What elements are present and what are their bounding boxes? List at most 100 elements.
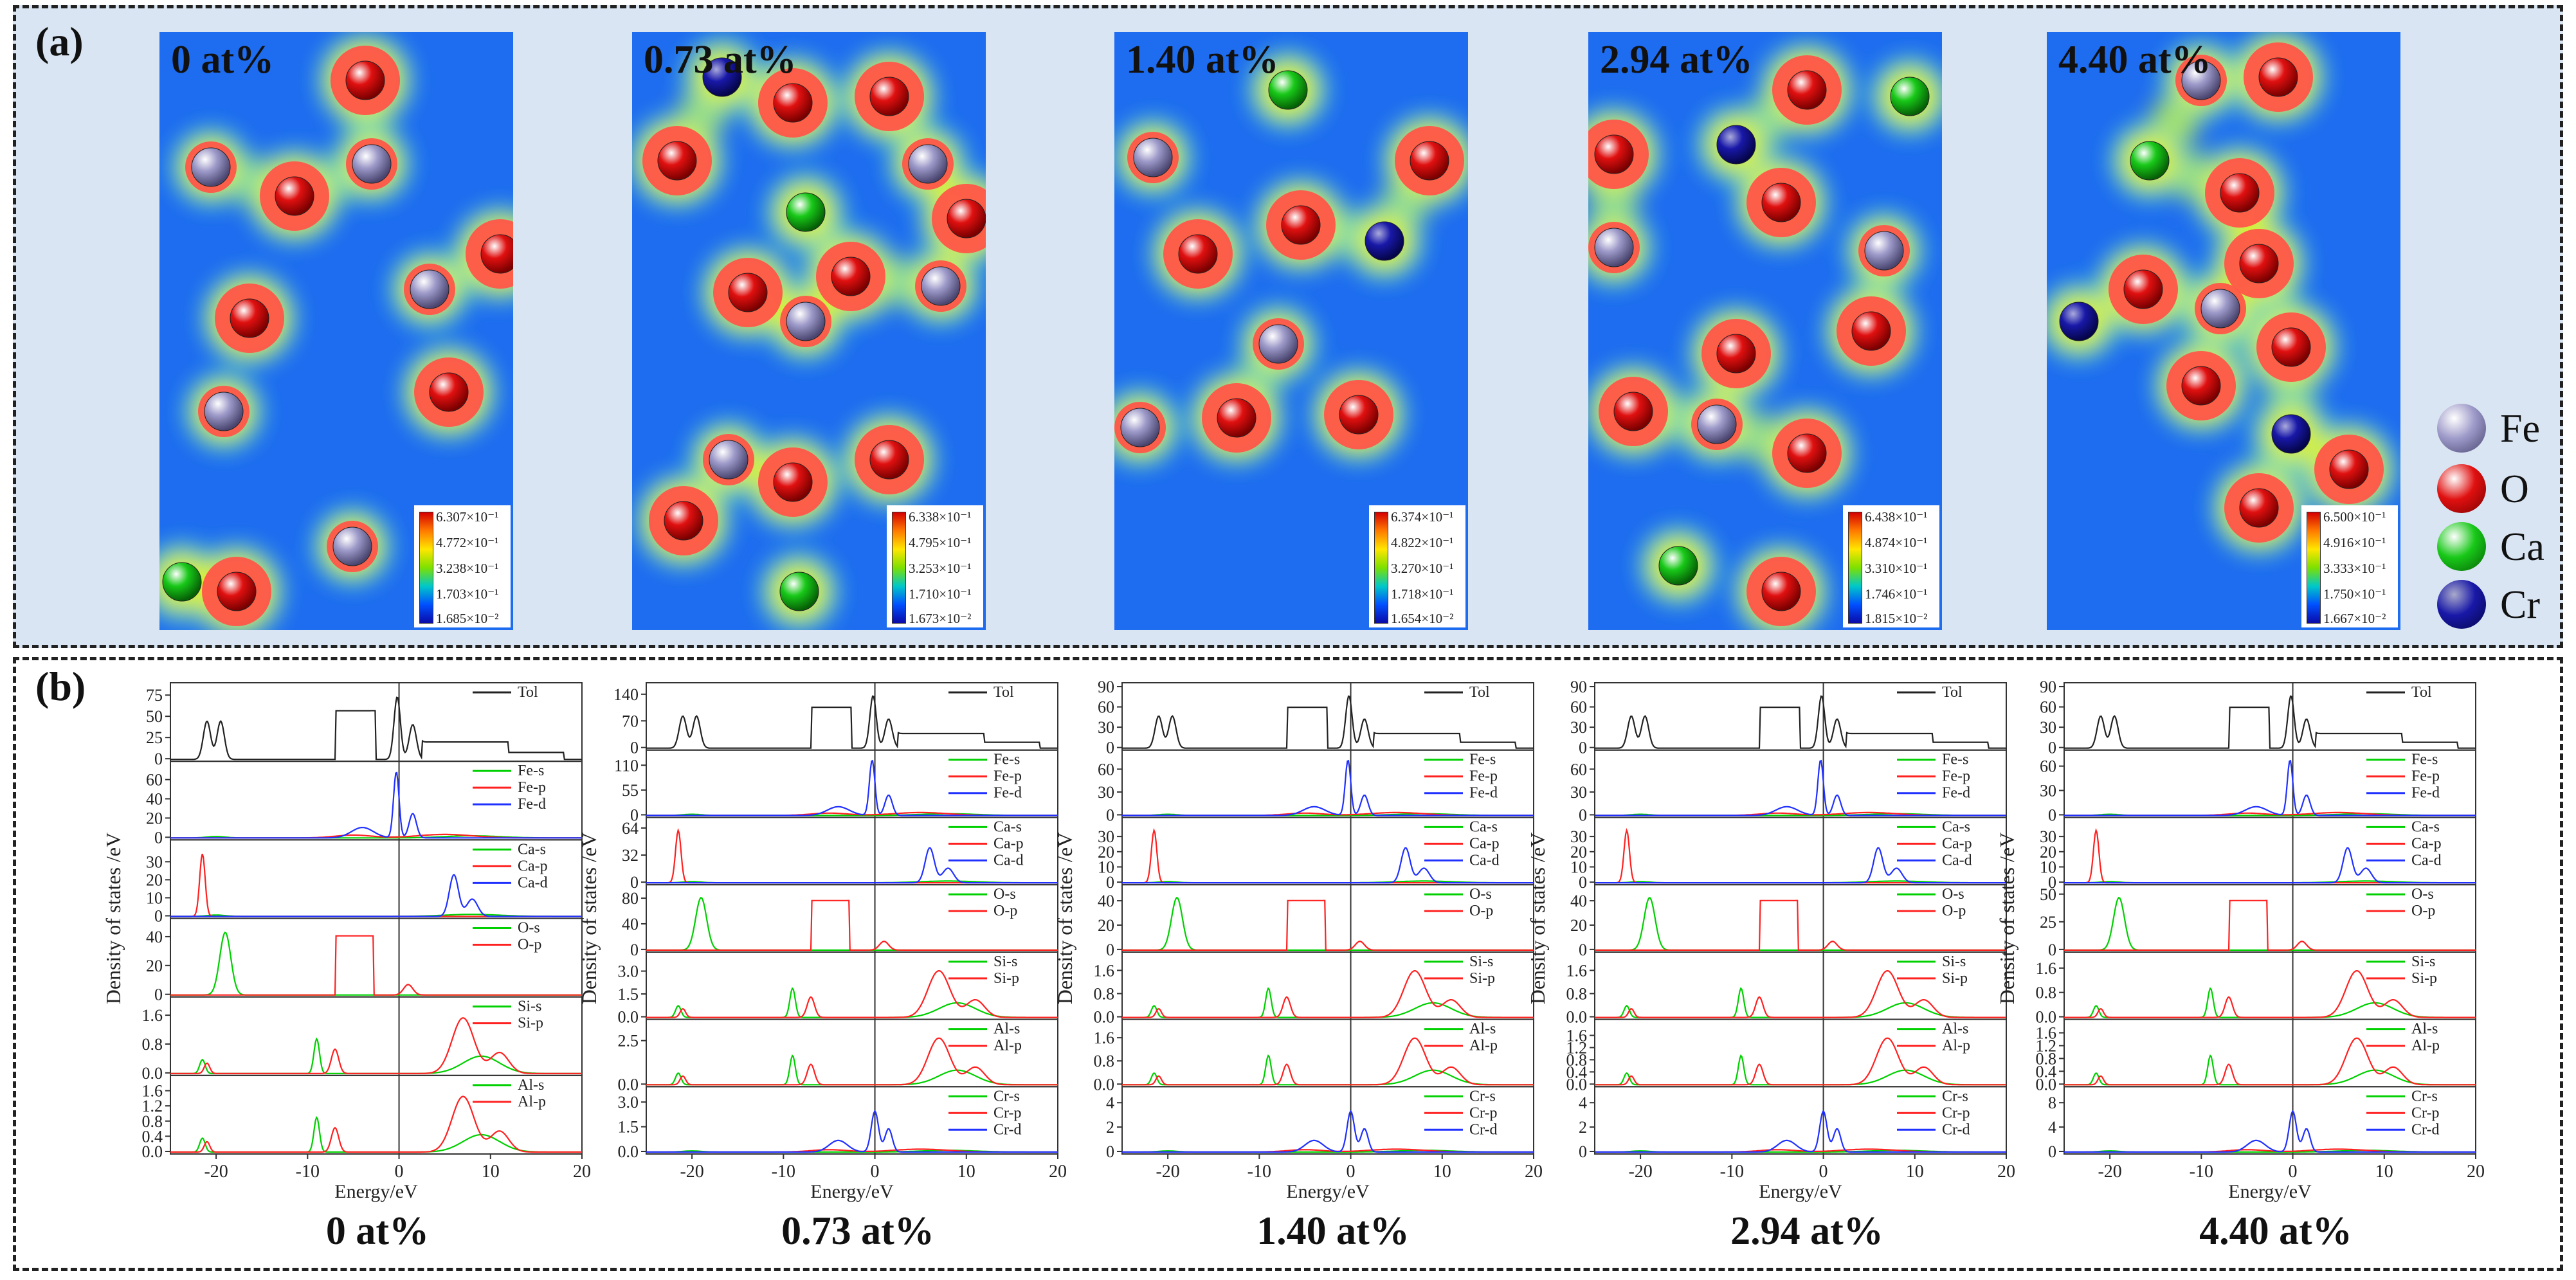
dos-subplot: 0.0 0.8 1.6 Si-sSi-p — [2036, 951, 2476, 1027]
dos-curve-o-p — [2064, 899, 2476, 951]
charge-density-map-4: 4.40 at% 6.500×10⁻¹ 4.916×10⁻¹ 3.333×10⁻… — [2047, 32, 2400, 630]
fe-atom — [410, 269, 449, 309]
colorbar-tick: 6.438×10⁻¹ — [1865, 509, 1928, 525]
y-tick-label: 64 — [622, 819, 639, 838]
colorbar-tick: 4.916×10⁻¹ — [2323, 535, 2386, 550]
y-tick-label: 0 — [1579, 739, 1587, 757]
y-tick-label: 0.0 — [1566, 1075, 1588, 1094]
y-tick-label: 75 — [146, 686, 163, 705]
o-atom — [345, 60, 385, 100]
y-tick-label: 0.4 — [1566, 1063, 1588, 1081]
dos-curve-o-p — [1595, 899, 2006, 951]
y-tick-label: 30 — [1098, 783, 1114, 802]
y-axis-label: Density of states /eV — [102, 833, 125, 1005]
y-tick-label: 1.2 — [142, 1097, 163, 1115]
y-tick-label: 20 — [1570, 843, 1587, 861]
o-atom — [217, 572, 257, 611]
legend-label: Al-p — [993, 1038, 1022, 1054]
x-tick-label: 0 — [1347, 1162, 1356, 1182]
ca-atom — [779, 572, 819, 611]
x-tick-label: 0 — [1819, 1162, 1828, 1182]
y-tick-label: 1.6 — [1094, 1029, 1115, 1047]
x-tick-label: -10 — [2190, 1162, 2213, 1182]
dos-subplot: 0 25 50 O-sO-p — [2040, 884, 2476, 959]
legend-label: Si-p — [1942, 970, 1968, 987]
o-atom — [773, 83, 813, 123]
map-concentration-label: 0 at% — [171, 38, 275, 82]
y-tick-label: 70 — [622, 712, 639, 730]
legend-label: Cr-s — [1942, 1088, 1968, 1104]
fe-atom — [1864, 231, 1904, 271]
dos-curve-o-p — [646, 899, 1058, 951]
y-tick-label: 8 — [2048, 1094, 2056, 1112]
dos-curve-tol — [1122, 695, 1534, 749]
y-tick-label: 0.8 — [142, 1112, 163, 1131]
colorbar: 6.338×10⁻¹ 4.795×10⁻¹ 3.253×10⁻¹ 1.710×1… — [887, 505, 983, 627]
o-atom — [1787, 433, 1827, 473]
o-atom — [728, 273, 768, 312]
o-atom — [480, 234, 513, 274]
panel-b: (b) — [13, 657, 2563, 1271]
y-tick-label: 140 — [613, 685, 639, 704]
legend-label: Cr-d — [2411, 1121, 2440, 1138]
x-tick-label: -10 — [296, 1162, 320, 1182]
o-atom — [869, 77, 909, 116]
dos-subplot: 0.0 0.8 1.6 Si-sSi-p — [1566, 951, 2007, 1027]
legend-label: Ca-p — [2411, 835, 2442, 852]
y-tick-label: 1.6 — [2036, 1024, 2057, 1043]
legend-label: Cr-p — [1469, 1104, 1498, 1121]
legend-label: O-p — [518, 937, 541, 953]
o-atom — [1851, 311, 1891, 351]
x-tick-label: -20 — [2098, 1162, 2121, 1182]
fe-atom — [908, 144, 948, 184]
y-tick-label: 0 — [1579, 873, 1587, 892]
y-tick-label: 0 — [1579, 806, 1587, 824]
dos-curve-cr-d — [2064, 1110, 2476, 1153]
cr-atom — [2059, 302, 2099, 341]
x-tick-label: -20 — [204, 1162, 228, 1182]
dos-curve-si-s — [2064, 987, 2476, 1018]
legend-label: Cr-p — [2411, 1104, 2440, 1121]
subplot-frame — [1594, 1086, 2007, 1155]
legend-label: Cr-p — [1942, 1104, 1970, 1121]
legend-label: Al-s — [1469, 1021, 1496, 1038]
dos-subplot: 0.00.40.81.21.6 Al-sAl-p — [1566, 1018, 2007, 1094]
y-tick-label: 50 — [146, 707, 163, 726]
y-tick-label: 20 — [1098, 843, 1114, 861]
y-tick-label: 30 — [1098, 718, 1114, 737]
legend-label: Ca-s — [1469, 818, 1498, 835]
dos-subplot: 0 20 40 O-sO-p — [146, 917, 583, 1004]
cr-atom-icon — [2437, 580, 2486, 629]
cr-atom — [702, 57, 742, 97]
y-tick-label: 0.0 — [1094, 1075, 1115, 1094]
legend-label: Si-s — [518, 998, 541, 1015]
y-tick-label: 90 — [2040, 678, 2056, 696]
x-tick-label: 10 — [482, 1162, 500, 1182]
panel-b-label: (b) — [35, 663, 86, 709]
o-atom — [2239, 488, 2279, 528]
dos-subplot: 0.00.40.81.21.6 Al-sAl-p — [2036, 1018, 2476, 1094]
legend-label: Ca-d — [1469, 852, 1500, 869]
x-tick-label: 10 — [2375, 1162, 2393, 1182]
fe-atom — [352, 144, 392, 184]
y-tick-label: 0.8 — [1094, 1052, 1115, 1070]
y-tick-label: 1.6 — [1566, 961, 1588, 980]
colorbar-gradient — [892, 512, 906, 624]
y-tick-label: 25 — [2040, 913, 2056, 932]
y-tick-label: 40 — [622, 915, 639, 933]
y-tick-label: 0 — [2048, 873, 2056, 892]
dos-subplot: 0 2 4 Cr-sCr-pCr-d — [1579, 1086, 2007, 1161]
y-tick-label: 0.8 — [2036, 984, 2057, 1002]
ca-atom — [1890, 77, 1930, 116]
y-tick-label: 0.0 — [142, 1142, 163, 1161]
colorbar: 6.438×10⁻¹ 4.874×10⁻¹ 3.310×10⁻¹ 1.746×1… — [1843, 505, 1939, 627]
y-tick-label: 0 — [154, 750, 163, 768]
ca-atom — [2130, 141, 2170, 181]
y-tick-label: 0.4 — [142, 1127, 163, 1146]
y-tick-label: 10 — [2040, 858, 2056, 876]
dos-curve-ca-d — [646, 847, 1058, 884]
dos-subplot: 0 40 80 O-sO-p — [622, 884, 1058, 959]
fe-atom — [1594, 228, 1634, 267]
